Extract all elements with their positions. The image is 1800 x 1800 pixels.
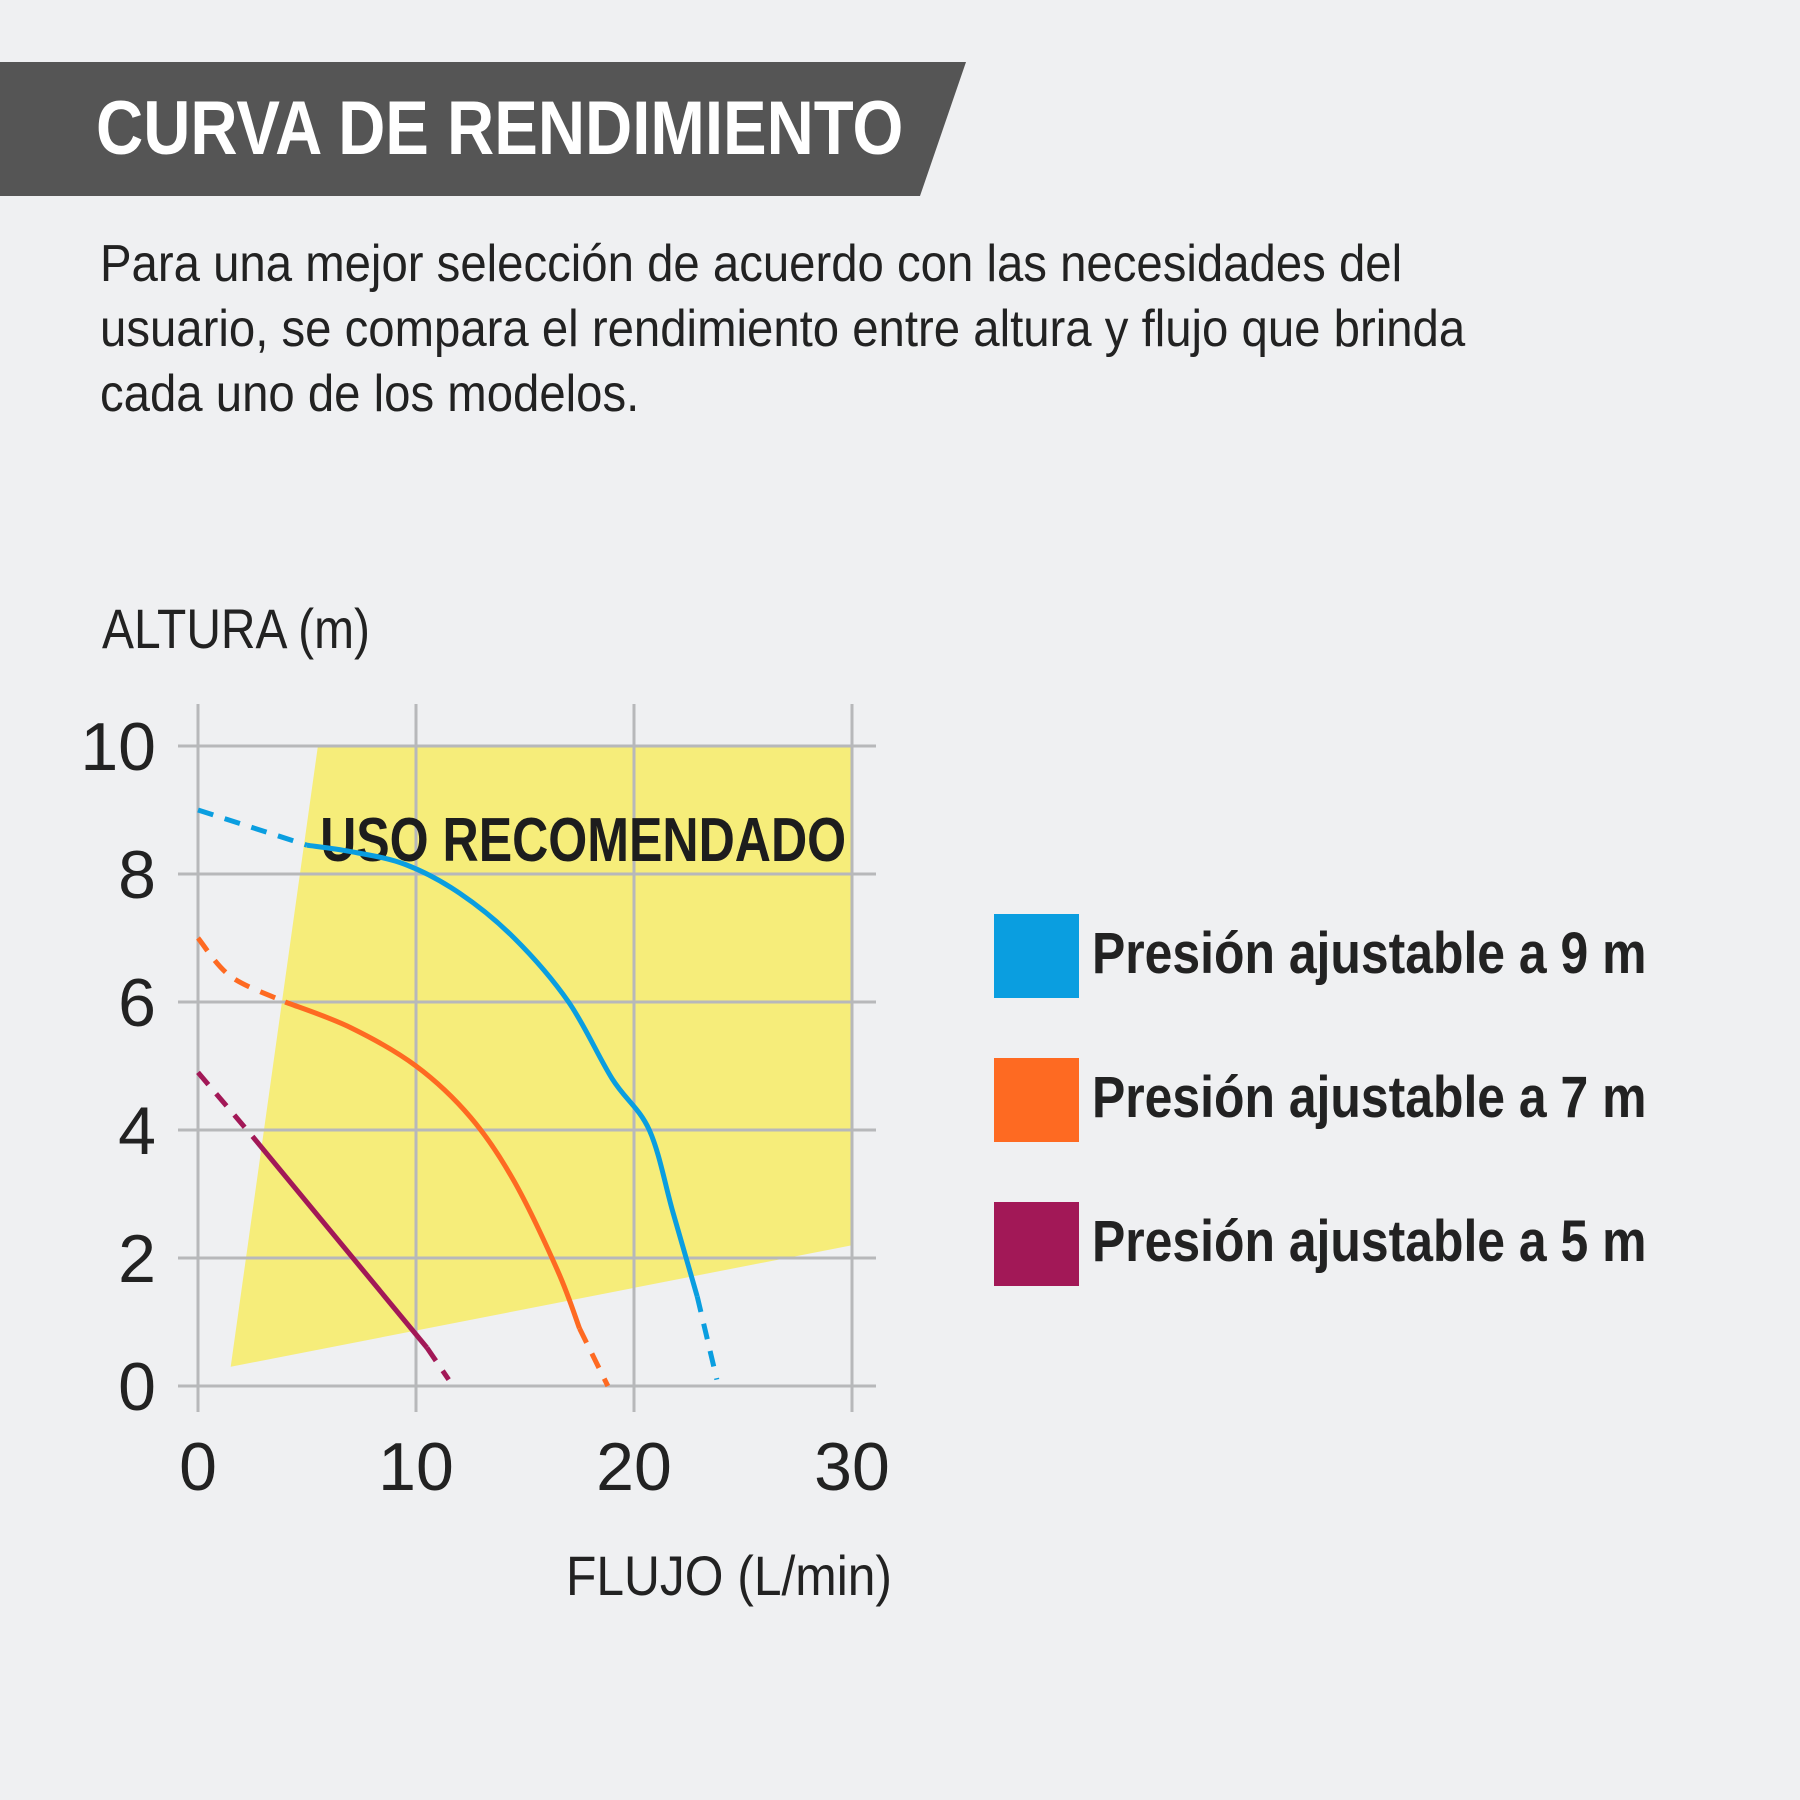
series-line-dashed-end xyxy=(424,1346,451,1382)
series-line-dashed-end xyxy=(694,1295,720,1381)
legend-swatch xyxy=(994,1058,1079,1142)
x-tick-label: 0 xyxy=(179,1429,217,1505)
page-title: CURVA DE RENDIMIENTO xyxy=(96,86,904,171)
y-axis-label: ALTURA (m) xyxy=(102,597,370,660)
legend-label: Presión ajustable a 9 m xyxy=(1092,921,1647,986)
y-tick-label: 8 xyxy=(118,837,156,913)
y-tick-label: 0 xyxy=(118,1349,156,1425)
series-line xyxy=(250,1134,429,1350)
x-axis-label: FLUJO (L/min) xyxy=(566,1544,892,1607)
legend-swatch xyxy=(994,914,1079,998)
series-line-dashed-start xyxy=(196,936,287,1005)
description-text: Para una mejor selección de acuerdo con … xyxy=(100,235,1466,423)
legend-label: Presión ajustable a 5 m xyxy=(1092,1209,1647,1274)
series-line-dashed-start xyxy=(196,1070,255,1139)
x-tick-label: 30 xyxy=(814,1429,890,1505)
series-line-dashed-start xyxy=(197,807,308,848)
x-tick-label: 10 xyxy=(378,1429,454,1505)
y-tick-label: 2 xyxy=(118,1221,156,1297)
recommended-region xyxy=(230,746,852,1367)
series-line-dashed-end xyxy=(577,1327,611,1388)
title-banner-shape xyxy=(0,62,966,196)
legend-swatch xyxy=(994,1202,1079,1286)
y-tick-label: 10 xyxy=(80,709,156,785)
series-line xyxy=(284,999,582,1330)
legend-label: Presión ajustable a 7 m xyxy=(1092,1065,1647,1130)
y-tick-label: 6 xyxy=(118,965,156,1041)
x-tick-label: 20 xyxy=(596,1429,672,1505)
series-line xyxy=(306,842,700,1298)
y-tick-label: 4 xyxy=(118,1093,156,1169)
title-banner: CURVA DE RENDIMIENTO xyxy=(0,62,966,196)
